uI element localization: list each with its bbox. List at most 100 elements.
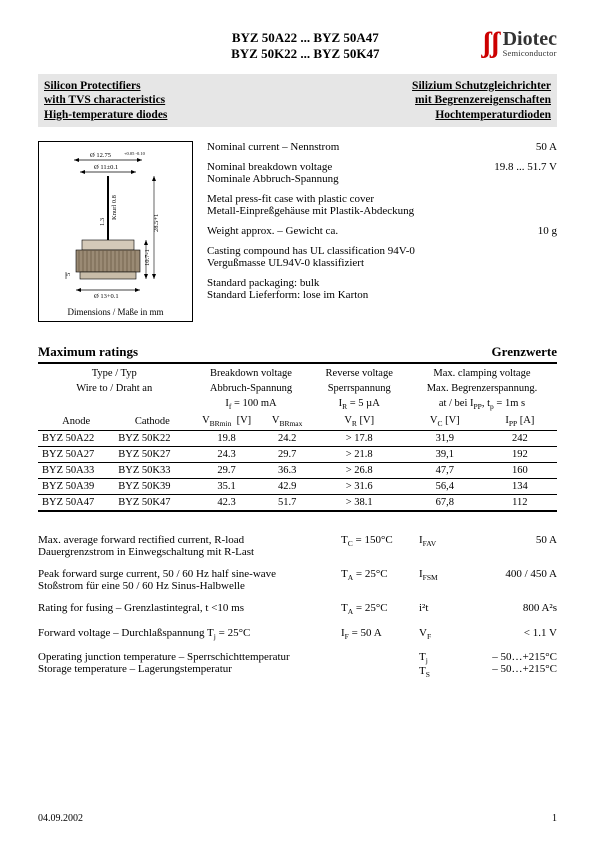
th-rv3: IR = 5 µA <box>312 396 407 413</box>
cell-c: BYZ 50K27 <box>114 447 190 463</box>
cell-vr: > 31.6 <box>312 479 407 495</box>
table-row: BYZ 50A33BYZ 50K3329.736.3> 26.847,7160 <box>38 463 557 479</box>
th-vr: VR [V] <box>312 413 407 431</box>
cell-vr: > 26.8 <box>312 463 407 479</box>
cat-right2: mit Begrenzereigenschaften <box>412 93 551 107</box>
dim-d1tol: +0.05 -0.10 <box>124 151 146 156</box>
cell-bmin: 29.7 <box>190 463 262 479</box>
title-line1: BYZ 50A22 ... BYZ 50A47 <box>128 30 483 46</box>
logo-text-small: Semiconductor <box>503 49 557 57</box>
param-cond: TA = 25°C <box>341 568 419 592</box>
cell-a: BYZ 50A47 <box>38 495 114 512</box>
param-row: Forward voltage – Durchlaßspannung Tj = … <box>38 627 557 641</box>
param-value: – 50…+215°C– 50…+215°C <box>469 651 557 679</box>
cell-a: BYZ 50A27 <box>38 447 114 463</box>
param-row: Operating junction temperature – Sperrsc… <box>38 651 557 679</box>
table-row: BYZ 50A27BYZ 50K2724.329.7> 21.839,1192 <box>38 447 557 463</box>
dim-d3: Ø 13+0.1 <box>94 293 119 300</box>
cell-c: BYZ 50K22 <box>114 431 190 447</box>
dimension-diagram: Ø 12.75 +0.05 -0.10 Ø 11±0.1 Knurl 0.8 1… <box>38 141 193 322</box>
th-wire: Wire to / Draht an <box>38 381 190 396</box>
cell-bmin: 24.3 <box>190 447 262 463</box>
cell-ipp: 112 <box>483 495 557 512</box>
cell-vr: > 21.8 <box>312 447 407 463</box>
th-bv3: If = 100 mA <box>190 396 311 413</box>
spec-r2v: 19.8 ... 51.7 V <box>467 161 557 185</box>
spec-r1l: Nominal current – Nennstrom <box>207 141 467 153</box>
footer-page: 1 <box>552 813 557 824</box>
diagram-caption: Dimensions / Maße in mm <box>43 307 188 317</box>
spec-r6l2: Standard Lieferform: lose im Karton <box>207 289 557 301</box>
spec-r4v: 10 g <box>467 225 557 237</box>
cell-a: BYZ 50A22 <box>38 431 114 447</box>
table-row: BYZ 50A47BYZ 50K4742.351.7> 38.167,8112 <box>38 495 557 512</box>
logo-icon: ʃʃ <box>483 31 500 56</box>
sec-right: Grenzwerte <box>492 344 557 360</box>
th-mc3: at / bei IPP, tp = 1m s <box>407 396 557 413</box>
spec-r4l: Weight approx. – Gewicht ca. <box>207 225 467 237</box>
cell-vc: 67,8 <box>407 495 483 512</box>
cell-ipp: 192 <box>483 447 557 463</box>
th-mc1: Max. clamping voltage <box>407 366 557 381</box>
cat-right1: Silizium Schutzgleichrichter <box>412 79 551 93</box>
param-symbol: VF <box>419 627 469 641</box>
th-mc2: Max. Begrenzerspannung. <box>407 381 557 396</box>
param-row: Rating for fusing – Grenzlastintegral, t… <box>38 602 557 616</box>
cell-vc: 31,9 <box>407 431 483 447</box>
table-row: BYZ 50A39BYZ 50K3935.142.9> 31.656,4134 <box>38 479 557 495</box>
spec-r3l1: Metal press-fit case with plastic cover <box>207 193 557 205</box>
ratings-table: Type / Typ Breakdown voltage Reverse vol… <box>38 366 557 512</box>
logo: ʃʃ Diotec Semiconductor <box>483 30 557 57</box>
cat-left3: High-temperature diodes <box>44 108 167 122</box>
param-label: Operating junction temperature – Sperrsc… <box>38 651 341 679</box>
param-label: Forward voltage – Durchlaßspannung Tj = … <box>38 627 341 641</box>
spec-r2l1: Nominal breakdown voltage <box>207 161 467 173</box>
param-row: Peak forward surge current, 50 / 60 Hz h… <box>38 568 557 592</box>
overview-row: Ø 12.75 +0.05 -0.10 Ø 11±0.1 Knurl 0.8 1… <box>38 141 557 322</box>
param-row: Max. average forward rectified current, … <box>38 534 557 558</box>
param-label: Peak forward surge current, 50 / 60 Hz h… <box>38 568 341 592</box>
param-label: Max. average forward rectified current, … <box>38 534 341 558</box>
page-footer: 04.09.2002 1 <box>38 813 557 824</box>
param-label: Rating for fusing – Grenzlastintegral, t… <box>38 602 341 616</box>
param-symbol: IFAV <box>419 534 469 558</box>
dim-h3: 10.7-1 <box>144 249 151 266</box>
spec-r5l1: Casting compound has UL classification 9… <box>207 245 557 257</box>
sec-left: Maximum ratings <box>38 344 138 360</box>
cell-bmin: 19.8 <box>190 431 262 447</box>
cell-vr: > 38.1 <box>312 495 407 512</box>
logo-text-big: Diotec <box>503 30 557 49</box>
cell-vc: 56,4 <box>407 479 483 495</box>
th-vbrmin: VBRmin [V] <box>190 413 262 431</box>
param-symbol: TjTS <box>419 651 469 679</box>
cell-ipp: 242 <box>483 431 557 447</box>
cell-a: BYZ 50A39 <box>38 479 114 495</box>
params-block: Max. average forward rectified current, … <box>38 534 557 679</box>
cell-a: BYZ 50A33 <box>38 463 114 479</box>
cell-vr: > 17.8 <box>312 431 407 447</box>
table-row: BYZ 50A22BYZ 50K2219.824.2> 17.831,9242 <box>38 431 557 447</box>
spec-list: Nominal current – Nennstrom 50 A Nominal… <box>207 141 557 322</box>
cell-bmax: 42.9 <box>263 479 312 495</box>
param-cond: TA = 25°C <box>341 602 419 616</box>
spec-r6l1: Standard packaging: bulk <box>207 277 557 289</box>
dim-knurl: Knurl 0.8 <box>111 195 118 220</box>
cell-bmin: 35.1 <box>190 479 262 495</box>
cell-bmax: 51.7 <box>263 495 312 512</box>
param-value: 50 A <box>469 534 557 558</box>
section-header: Maximum ratings Grenzwerte <box>38 344 557 364</box>
th-ipp: IPP [A] <box>483 413 557 431</box>
cell-c: BYZ 50K47 <box>114 495 190 512</box>
cell-ipp: 160 <box>483 463 557 479</box>
dim-d1: Ø 12.75 <box>90 152 111 159</box>
param-value: < 1.1 V <box>469 627 557 641</box>
diagram-svg: Ø 12.75 +0.05 -0.10 Ø 11±0.1 Knurl 0.8 1… <box>46 148 186 303</box>
th-bv2: Abbruch-Spannung <box>190 381 311 396</box>
cell-bmax: 24.2 <box>263 431 312 447</box>
param-cond: IF = 50 A <box>341 627 419 641</box>
cell-c: BYZ 50K39 <box>114 479 190 495</box>
spec-r3l2: Metall-Einpreßgehäuse mit Plastik-Abdeck… <box>207 205 557 217</box>
cell-c: BYZ 50K33 <box>114 463 190 479</box>
dim-d2: Ø 11±0.1 <box>94 164 118 171</box>
title-block: BYZ 50A22 ... BYZ 50A47 BYZ 50K22 ... BY… <box>38 30 483 62</box>
